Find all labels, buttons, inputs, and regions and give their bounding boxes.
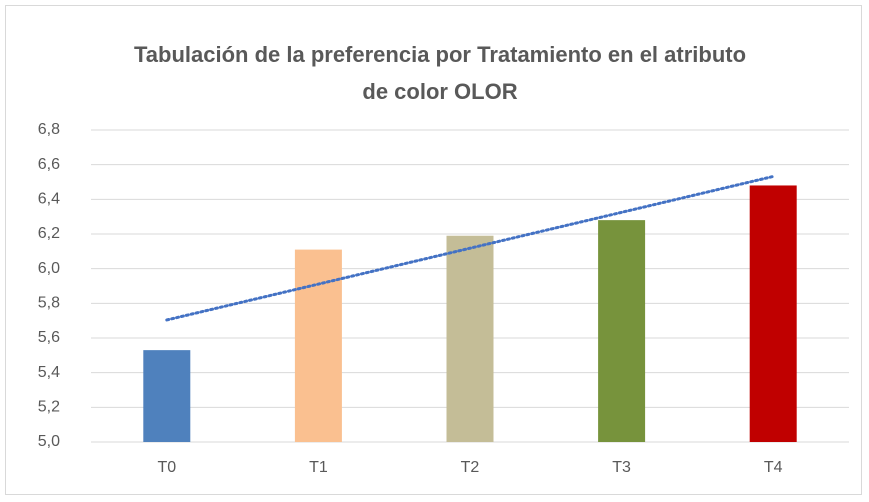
chart-frame <box>5 5 862 495</box>
bar <box>598 220 646 442</box>
y-tick-label: 5,4 <box>38 364 60 381</box>
trendline <box>165 174 775 322</box>
bar <box>143 350 191 442</box>
x-tick-label: T2 <box>461 459 480 476</box>
y-tick-label: 6,4 <box>38 191 60 208</box>
x-tick-label: T3 <box>612 459 631 476</box>
y-tick-label: 6,2 <box>38 225 60 242</box>
y-tick-label: 5,0 <box>38 433 60 450</box>
x-tick-label: T1 <box>309 459 328 476</box>
y-tick-label: 5,8 <box>38 295 60 312</box>
y-tick-label: 6,6 <box>38 156 60 173</box>
y-tick-label: 5,2 <box>38 399 60 416</box>
bar <box>294 249 342 442</box>
bar <box>749 185 797 442</box>
x-tick-label: T0 <box>157 459 176 476</box>
y-tick-label: 6,0 <box>38 260 60 277</box>
x-tick-label: T4 <box>764 459 783 476</box>
y-tick-label: 5,6 <box>38 329 60 346</box>
bar <box>446 235 494 442</box>
chart-title: Tabulación de la preferencia por Tratami… <box>133 42 747 104</box>
y-tick-label: 6,8 <box>38 121 60 138</box>
